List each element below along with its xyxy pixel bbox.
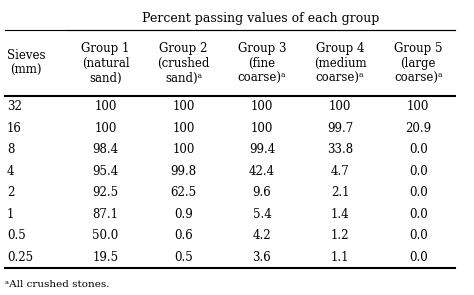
Text: 98.4: 98.4	[92, 143, 118, 156]
Text: 32: 32	[7, 100, 22, 113]
Text: 100: 100	[251, 122, 273, 135]
Text: 0.0: 0.0	[409, 143, 428, 156]
Text: Group 2
(crushed
sand)ᵃ: Group 2 (crushed sand)ᵃ	[157, 42, 210, 85]
Text: 3.6: 3.6	[253, 251, 271, 264]
Text: Percent passing values of each group: Percent passing values of each group	[142, 12, 379, 25]
Text: 0.6: 0.6	[174, 229, 193, 242]
Text: 4.2: 4.2	[253, 229, 271, 242]
Text: 99.4: 99.4	[249, 143, 275, 156]
Text: Group 4
(medium
coarse)ᵃ: Group 4 (medium coarse)ᵃ	[314, 42, 366, 85]
Text: 0.5: 0.5	[174, 251, 193, 264]
Text: 9.6: 9.6	[253, 186, 271, 199]
Text: 0.0: 0.0	[409, 186, 428, 199]
Text: 99.7: 99.7	[327, 122, 353, 135]
Text: 0.0: 0.0	[409, 208, 428, 221]
Text: 92.5: 92.5	[92, 186, 118, 199]
Text: 0.25: 0.25	[7, 251, 33, 264]
Text: 0.0: 0.0	[409, 229, 428, 242]
Text: 1.4: 1.4	[331, 208, 349, 221]
Text: 4.7: 4.7	[331, 165, 349, 178]
Text: 33.8: 33.8	[327, 143, 353, 156]
Text: Group 5
(large
coarse)ᵃ: Group 5 (large coarse)ᵃ	[394, 42, 443, 85]
Text: 100: 100	[173, 100, 195, 113]
Text: ᵃAll crushed stones.: ᵃAll crushed stones.	[5, 280, 109, 289]
Text: 100: 100	[173, 143, 195, 156]
Text: Group 3
(fine
coarse)ᵃ: Group 3 (fine coarse)ᵃ	[237, 42, 286, 85]
Text: 100: 100	[94, 122, 117, 135]
Text: 16: 16	[7, 122, 22, 135]
Text: 2.1: 2.1	[331, 186, 349, 199]
Text: 0.5: 0.5	[7, 229, 26, 242]
Text: 87.1: 87.1	[92, 208, 118, 221]
Text: 99.8: 99.8	[171, 165, 197, 178]
Text: Group 1
(natural
sand): Group 1 (natural sand)	[81, 42, 130, 85]
Text: 0.0: 0.0	[409, 251, 428, 264]
Text: 8: 8	[7, 143, 15, 156]
Text: 4: 4	[7, 165, 15, 178]
Text: 20.9: 20.9	[405, 122, 431, 135]
Text: 100: 100	[94, 100, 117, 113]
Text: 100: 100	[407, 100, 429, 113]
Text: 1: 1	[7, 208, 15, 221]
Text: 19.5: 19.5	[92, 251, 118, 264]
Text: Sieves
(mm): Sieves (mm)	[7, 50, 46, 77]
Text: 95.4: 95.4	[92, 165, 118, 178]
Text: 5.4: 5.4	[253, 208, 271, 221]
Text: 62.5: 62.5	[171, 186, 197, 199]
Text: 1.2: 1.2	[331, 229, 349, 242]
Text: 42.4: 42.4	[249, 165, 275, 178]
Text: 100: 100	[173, 122, 195, 135]
Text: 100: 100	[251, 100, 273, 113]
Text: 2: 2	[7, 186, 15, 199]
Text: 100: 100	[329, 100, 351, 113]
Text: 1.1: 1.1	[331, 251, 349, 264]
Text: 0.0: 0.0	[409, 165, 428, 178]
Text: 0.9: 0.9	[174, 208, 193, 221]
Text: 50.0: 50.0	[92, 229, 118, 242]
